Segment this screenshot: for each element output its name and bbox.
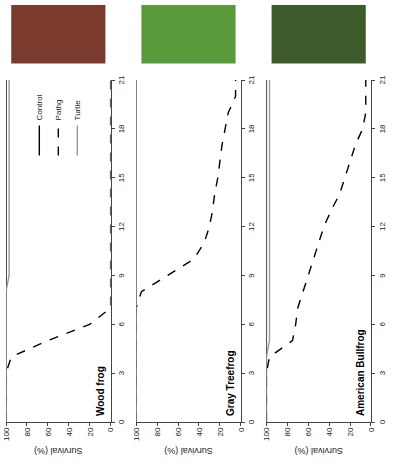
svg-text:0: 0 (367, 427, 376, 432)
svg-text:40: 40 (195, 427, 204, 436)
svg-text:6: 6 (378, 322, 387, 327)
svg-text:6: 6 (117, 322, 126, 327)
svg-text:0: 0 (237, 427, 246, 432)
svg-text:12: 12 (117, 222, 126, 231)
svg-text:Pathg: Pathg (54, 99, 63, 120)
svg-text:21: 21 (247, 75, 256, 84)
svg-text:21: 21 (378, 75, 387, 84)
svg-text:9: 9 (117, 273, 126, 278)
svg-text:0: 0 (106, 427, 115, 432)
svg-text:20: 20 (346, 427, 355, 436)
svg-text:Wood frog: Wood frog (95, 366, 106, 416)
svg-text:100: 100 (2, 427, 11, 441)
svg-text:12: 12 (378, 222, 387, 231)
svg-text:Turtle: Turtle (73, 100, 82, 121)
svg-text:3: 3 (247, 370, 256, 375)
svg-text:American Bullfrog: American Bullfrog (355, 329, 366, 416)
svg-text:12: 12 (247, 222, 256, 231)
svg-text:18: 18 (117, 124, 126, 133)
svg-text:60: 60 (304, 427, 313, 436)
svg-text:15: 15 (378, 173, 387, 182)
svg-text:15: 15 (117, 173, 126, 182)
svg-text:18: 18 (247, 124, 256, 133)
svg-text:0: 0 (247, 419, 256, 424)
svg-text:0: 0 (378, 419, 387, 424)
svg-text:Survival (%): Survival (%) (164, 446, 213, 456)
svg-text:18: 18 (378, 124, 387, 133)
svg-text:40: 40 (65, 427, 74, 436)
svg-text:100: 100 (132, 427, 141, 441)
svg-text:60: 60 (174, 427, 183, 436)
svg-text:80: 80 (283, 427, 292, 436)
svg-text:0: 0 (117, 419, 126, 424)
svg-text:80: 80 (153, 427, 162, 436)
svg-text:60: 60 (44, 427, 53, 436)
svg-text:100: 100 (262, 427, 271, 441)
svg-text:40: 40 (325, 427, 334, 436)
svg-text:3: 3 (378, 370, 387, 375)
svg-text:Survival (%): Survival (%) (34, 446, 83, 456)
svg-text:3: 3 (117, 370, 126, 375)
svg-text:20: 20 (86, 427, 95, 436)
svg-text:Gray Treefrog: Gray Treefrog (225, 350, 236, 416)
svg-text:15: 15 (247, 173, 256, 182)
svg-text:Control: Control (35, 94, 44, 120)
svg-text:80: 80 (23, 427, 32, 436)
svg-text:Survival (%): Survival (%) (294, 446, 343, 456)
svg-text:9: 9 (378, 273, 387, 278)
svg-text:21: 21 (117, 75, 126, 84)
svg-text:6: 6 (247, 322, 256, 327)
svg-text:20: 20 (216, 427, 225, 436)
svg-text:9: 9 (247, 273, 256, 278)
